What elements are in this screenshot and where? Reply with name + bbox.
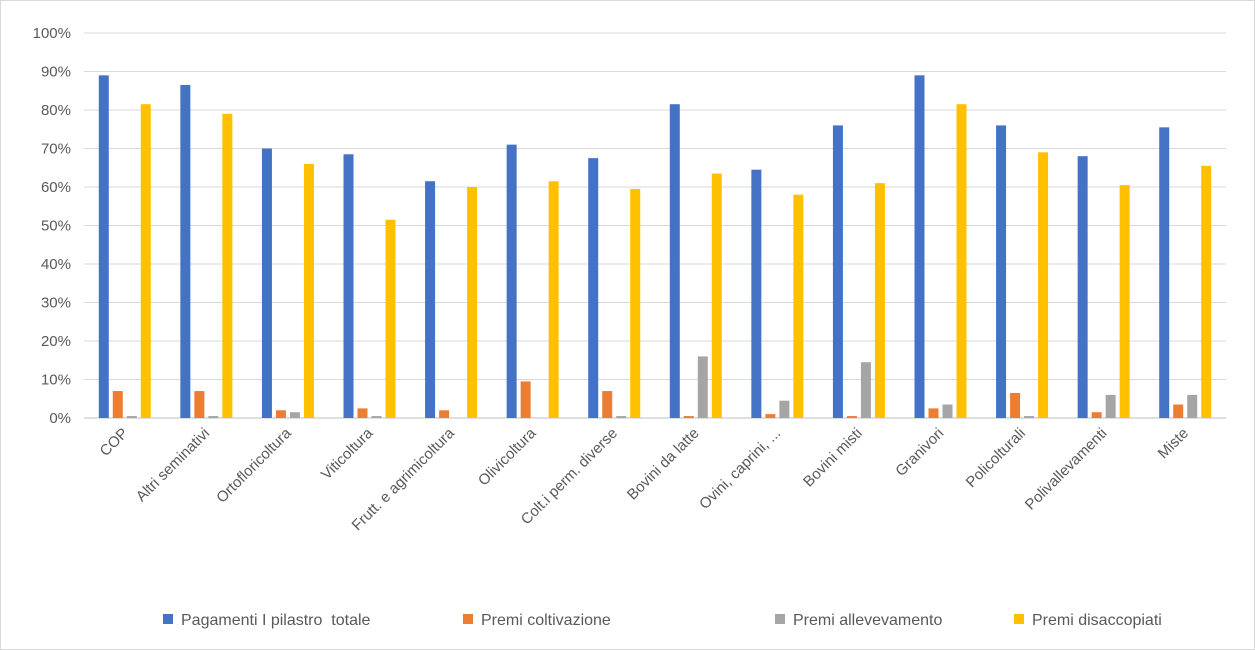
bar: [928, 408, 939, 418]
legend-label: Pagamenti I pilastro totale: [181, 612, 371, 629]
bar: [765, 414, 776, 418]
y-tick-label: 50%: [41, 218, 71, 235]
bar: [261, 148, 272, 418]
legend-label: Premi allevevamento: [793, 612, 943, 629]
y-tick-label: 100%: [33, 25, 71, 42]
y-tick-label: 60%: [41, 179, 71, 196]
bar: [846, 416, 857, 418]
y-tick-label: 40%: [41, 256, 71, 273]
bar: [425, 181, 436, 418]
x-tick-label: Altri seminativi: [133, 425, 213, 505]
bar: [711, 173, 722, 418]
x-tick-label: Polivallevamenti: [1022, 425, 1111, 514]
y-tick-label: 10%: [41, 372, 71, 389]
bar: [467, 187, 478, 418]
bar: [222, 113, 233, 418]
bar: [1119, 185, 1130, 418]
bar: [343, 154, 354, 418]
legend-swatch: [775, 614, 785, 624]
y-tick-label: 30%: [41, 295, 71, 312]
x-tick-label: Olivicoltura: [475, 424, 540, 489]
bar: [860, 362, 871, 418]
x-tick-label: Ovini, caprini, ...: [696, 425, 784, 513]
bar: [439, 410, 450, 418]
bar: [1173, 404, 1184, 418]
bar: [289, 412, 300, 418]
bar: [779, 400, 790, 418]
x-tick-label: Ortofloricoltura: [213, 424, 295, 506]
y-tick-label: 90%: [41, 64, 71, 81]
bar: [1187, 394, 1198, 418]
legend-swatch: [463, 614, 473, 624]
bar: [1077, 156, 1088, 418]
x-tick-label: Bovini da latte: [624, 425, 703, 504]
legend-label: Premi coltivazione: [481, 612, 611, 629]
bar: [630, 188, 641, 418]
bar: [616, 416, 627, 418]
bar: [357, 408, 368, 418]
bar: [1159, 127, 1170, 418]
bar: [669, 104, 680, 418]
bar: [942, 404, 953, 418]
bar: [588, 158, 599, 418]
bar: [996, 125, 1007, 419]
bar: [1105, 394, 1116, 418]
bar: [1010, 392, 1021, 418]
x-tick-label: Policolturali: [963, 425, 1029, 491]
bar: [275, 410, 286, 418]
bar: [1024, 416, 1035, 418]
x-tick-label: Bovini misti: [800, 425, 866, 491]
y-tick-label: 80%: [41, 102, 71, 119]
bar: [1201, 165, 1212, 418]
bar: [506, 144, 517, 418]
x-tick-label: COP: [97, 425, 132, 460]
bar: [683, 416, 694, 418]
y-tick-label: 70%: [41, 141, 71, 158]
x-tick-label: Viticoltura: [318, 424, 377, 483]
bar: [140, 104, 151, 418]
bar: [548, 181, 559, 418]
bar: [602, 391, 613, 418]
bar: [832, 125, 843, 419]
x-tick-label: Granivori: [892, 425, 947, 480]
bar: [1038, 152, 1049, 418]
bar: [1091, 412, 1102, 418]
y-tick-label: 0%: [49, 410, 71, 427]
bar: [112, 391, 123, 418]
bar: [385, 219, 396, 418]
bar: [956, 104, 967, 418]
bar: [180, 84, 191, 418]
bar: [874, 183, 885, 418]
bar: [303, 163, 314, 418]
legend-swatch: [1014, 614, 1024, 624]
bar: [208, 416, 219, 418]
legend-swatch: [163, 614, 173, 624]
bar: [194, 391, 205, 418]
bar: [793, 194, 804, 418]
bar: [751, 169, 762, 418]
legend-label: Premi disaccopiati: [1032, 612, 1162, 629]
bar: [914, 75, 925, 418]
bar: [520, 381, 531, 418]
bar: [98, 75, 109, 418]
y-tick-label: 20%: [41, 333, 71, 350]
bar: [126, 416, 137, 418]
x-tick-label: Miste: [1155, 425, 1192, 462]
bar: [371, 416, 382, 418]
bar: [697, 356, 708, 418]
